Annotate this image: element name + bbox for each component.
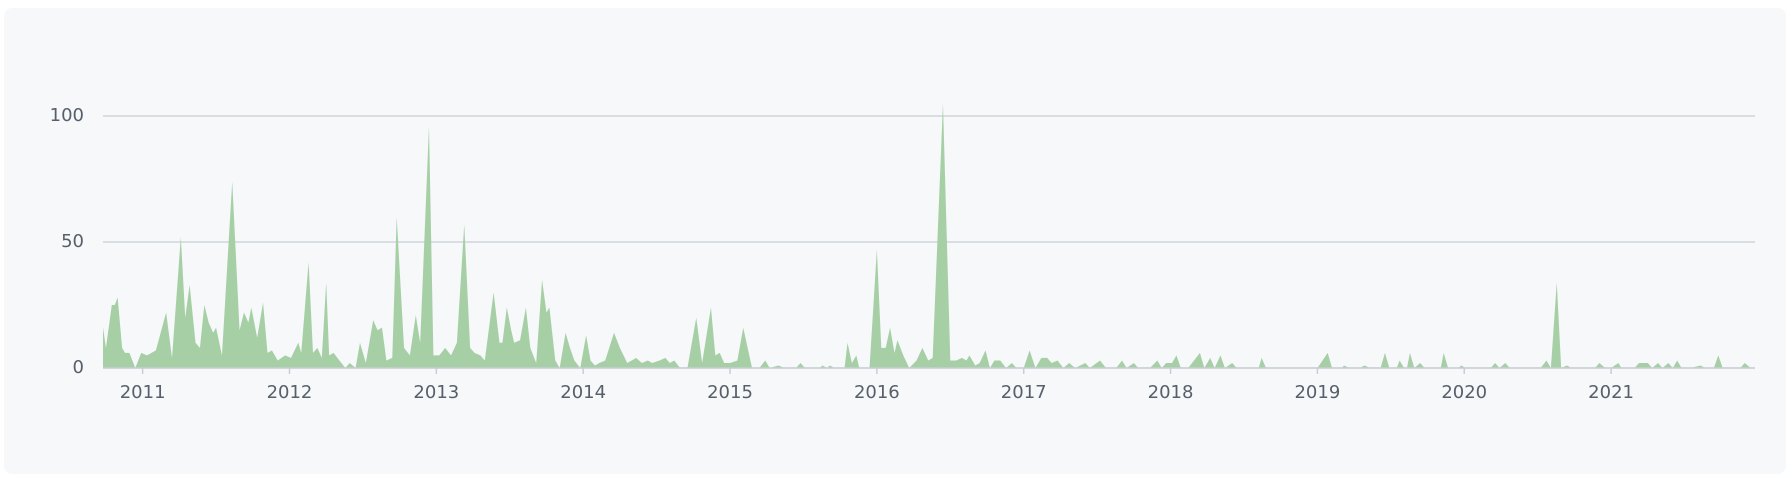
x-tick-label: 2012 [267, 382, 313, 403]
x-tick-label: 2018 [1148, 382, 1194, 403]
y-tick-label: 100 [50, 105, 84, 126]
x-tick-label: 2016 [854, 382, 900, 403]
x-tick-label: 2014 [560, 382, 606, 403]
card [4, 8, 1786, 474]
area [103, 103, 1755, 369]
x-tick-label: 2015 [707, 382, 753, 403]
y-tick-label: 0 [73, 357, 84, 378]
x-tick-label: 2020 [1441, 382, 1487, 403]
x-tick-label: 2019 [1294, 382, 1340, 403]
x-tick-label: 2021 [1588, 382, 1634, 403]
x-tick-label: 2013 [413, 382, 459, 403]
x-tick-label: 2011 [120, 382, 166, 403]
x-tick-label: 2017 [1001, 382, 1047, 403]
y-tick-label: 50 [61, 231, 84, 252]
